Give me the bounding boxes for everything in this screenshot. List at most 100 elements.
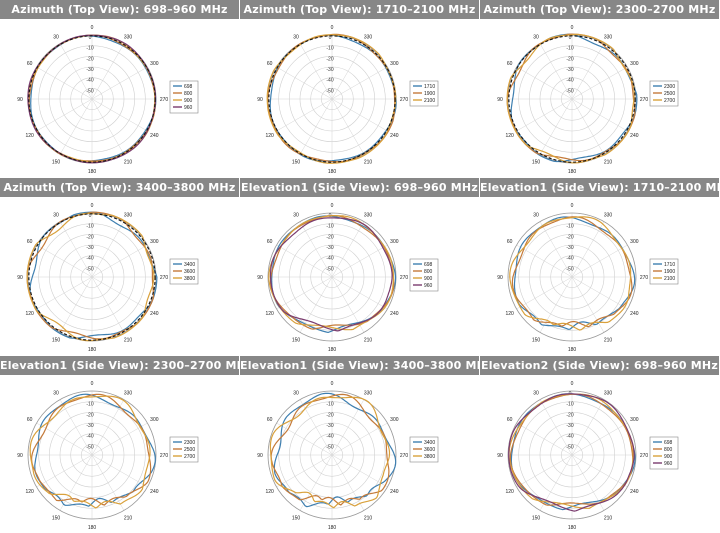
outer-ring: [27, 390, 157, 520]
angle-tick-label: 60: [267, 239, 273, 245]
angle-tick-label: 120: [505, 489, 514, 495]
radial-tick-label: -40: [86, 434, 93, 440]
grid-spoke: [331, 221, 365, 278]
angle-tick-label: 150: [292, 515, 301, 521]
angle-tick-label: 120: [265, 133, 274, 139]
grid-spoke: [331, 422, 388, 456]
angle-tick-label: 120: [25, 489, 34, 495]
angle-tick-label: 180: [88, 525, 97, 531]
radial-tick-label: -50: [326, 88, 333, 94]
polar-plot: 03060901201501802102402703003300-10-20-3…: [497, 25, 679, 175]
angle-tick-label: 30: [53, 391, 59, 397]
angle-tick-label: 240: [390, 311, 399, 317]
polar-chart-panel: Elevation1 (Side View): 3400–3800 MHz 0 30…: [240, 356, 479, 532]
chart-title: Elevation2 (Side View): 698–960 MHz: [480, 356, 719, 375]
grid-spoke: [36, 422, 93, 456]
radial-tick-label: -10: [326, 46, 333, 52]
angle-tick-label: 330: [124, 213, 133, 219]
angle-tick-label: 300: [150, 417, 159, 423]
polar-plot: 03060901201501802102402703003300-10-20-3…: [497, 381, 679, 531]
chart-title: Azimuth (Top View): 3400–3800 MHz: [0, 178, 239, 197]
grid-spoke: [91, 244, 148, 278]
radial-tick-label: 0: [569, 35, 572, 41]
grid-spoke: [331, 454, 365, 511]
angle-tick-label: 60: [27, 61, 33, 67]
radial-tick-label: -50: [326, 444, 333, 450]
angle-tick-label: 90: [17, 275, 23, 281]
radial-tick-label: 0: [329, 35, 332, 41]
legend-label: 1710: [664, 262, 675, 268]
legend-label: 2500: [664, 91, 675, 97]
grid-spoke: [331, 98, 365, 155]
radial-tick-label: -30: [326, 423, 333, 429]
grid-spoke: [516, 276, 573, 310]
legend-label: 3800: [184, 276, 195, 282]
angle-tick-label: 90: [497, 453, 503, 459]
angle-tick-label: 120: [25, 133, 34, 139]
angle-tick-label: 150: [292, 337, 301, 343]
angle-tick-label: 270: [400, 275, 409, 281]
angle-tick-label: 120: [265, 489, 274, 495]
angle-tick-label: 30: [533, 391, 539, 397]
angle-tick-label: 240: [150, 311, 159, 317]
angle-tick-label: 300: [390, 239, 399, 245]
angle-tick-label: 60: [507, 417, 513, 423]
angle-tick-label: 90: [257, 97, 263, 103]
radial-tick-label: -20: [326, 412, 333, 418]
grid-spoke: [91, 454, 125, 511]
legend-label: 2100: [424, 98, 435, 104]
grid-spoke: [571, 98, 628, 132]
angle-tick-label: 300: [630, 61, 639, 67]
grid-spoke: [36, 66, 93, 100]
grid-spoke: [516, 422, 573, 456]
reference-circle: [28, 213, 156, 341]
angle-tick-label: 330: [604, 35, 613, 41]
grid-spoke: [276, 276, 333, 310]
angle-tick-label: 90: [17, 453, 23, 459]
grid-spoke: [276, 66, 333, 100]
chart-title: Elevation1 (Side View): 1710–2100 MHz: [480, 178, 719, 197]
grid-spoke: [331, 454, 388, 488]
legend-label: 1900: [424, 91, 435, 97]
grid-spoke: [571, 66, 628, 100]
angle-tick-label: 180: [328, 169, 337, 175]
angle-tick-label: 300: [150, 239, 159, 245]
angle-tick-label: 300: [630, 417, 639, 423]
grid-spoke: [571, 422, 628, 456]
grid-spoke: [331, 43, 365, 100]
polar-chart-panel: Azimuth (Top View): 1710–2100 MHz 0 30 60 90…: [240, 0, 479, 176]
legend-label: 698: [184, 84, 193, 90]
polar-chart-panel: Azimuth (Top View): 2300–2700 MHz 0 30 60 90…: [480, 0, 719, 176]
grid-spoke: [331, 399, 365, 456]
angle-tick-label: 180: [328, 347, 337, 353]
angle-tick-label: 210: [604, 337, 613, 343]
series-trace-3400: [273, 392, 397, 508]
grid-spoke: [59, 98, 93, 155]
grid-spoke: [276, 98, 333, 132]
chart-title: Azimuth (Top View): 698–960 MHz: [0, 0, 239, 19]
angle-tick-label: 120: [25, 311, 34, 317]
radial-tick-label: -50: [566, 88, 573, 94]
legend-label: 2700: [184, 454, 195, 460]
grid-spoke: [516, 66, 573, 100]
angle-tick-label: 240: [630, 489, 639, 495]
grid-spoke: [276, 422, 333, 456]
angle-tick-label: 60: [267, 417, 273, 423]
angle-tick-label: 210: [364, 159, 373, 165]
angle-tick-label: 210: [364, 337, 373, 343]
radial-tick-label: -40: [566, 434, 573, 440]
radial-tick-label: -10: [86, 224, 93, 230]
legend-label: 900: [184, 98, 193, 104]
grid-spoke: [91, 98, 148, 132]
radial-tick-label: -50: [566, 266, 573, 272]
angle-tick-label: 300: [630, 239, 639, 245]
grid-spoke: [331, 276, 388, 310]
angle-tick-label: 0: [331, 25, 334, 31]
series-trace-2500: [506, 33, 636, 162]
angle-tick-label: 30: [533, 213, 539, 219]
radial-tick-label: -20: [566, 234, 573, 240]
polar-chart-panel: Elevation1 (Side View): 698–960 MHz 0 30 60…: [240, 178, 479, 354]
radial-tick-label: -20: [86, 234, 93, 240]
grid-spoke: [299, 454, 333, 511]
legend-label: 800: [184, 91, 193, 97]
